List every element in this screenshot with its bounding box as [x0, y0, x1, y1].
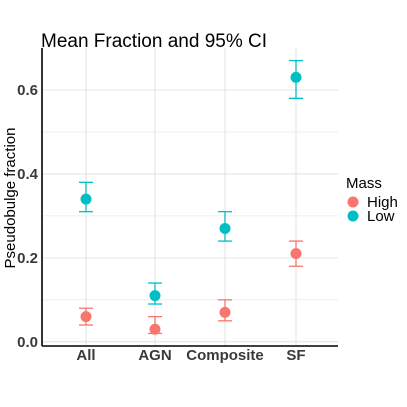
data-point [149, 323, 161, 335]
y-tick-labels: 0.0 0.2 0.4 0.6 [17, 82, 39, 351]
data-marks [79, 59, 303, 335]
legend-label: High [367, 194, 398, 211]
data-point [290, 248, 302, 260]
y-tick-label: 0.2 [17, 250, 38, 267]
x-tick-label: SF [286, 347, 305, 364]
x-tick-label: AGN [138, 347, 171, 364]
legend-swatch [347, 210, 359, 222]
data-point [80, 311, 92, 323]
chart-title: Mean Fraction and 95% CI [41, 31, 267, 52]
x-tick-label: All [76, 347, 95, 364]
data-point [290, 71, 302, 83]
legend-swatch [347, 196, 359, 208]
x-tick-labels: All AGN Composite SF [76, 347, 305, 364]
y-tick-label: 0.0 [17, 334, 38, 351]
legend-title: Mass [346, 175, 382, 192]
y-tick-label: 0.6 [17, 82, 38, 99]
legend-label: Low [367, 208, 395, 225]
x-tick-label: Composite [186, 347, 264, 364]
data-point [80, 193, 92, 205]
data-point [149, 290, 161, 302]
data-point [219, 222, 231, 234]
y-axis-label: Pseudobulge fraction [2, 128, 19, 269]
data-point [219, 306, 231, 318]
axes-layer [41, 48, 338, 347]
y-tick-label: 0.4 [17, 166, 39, 183]
